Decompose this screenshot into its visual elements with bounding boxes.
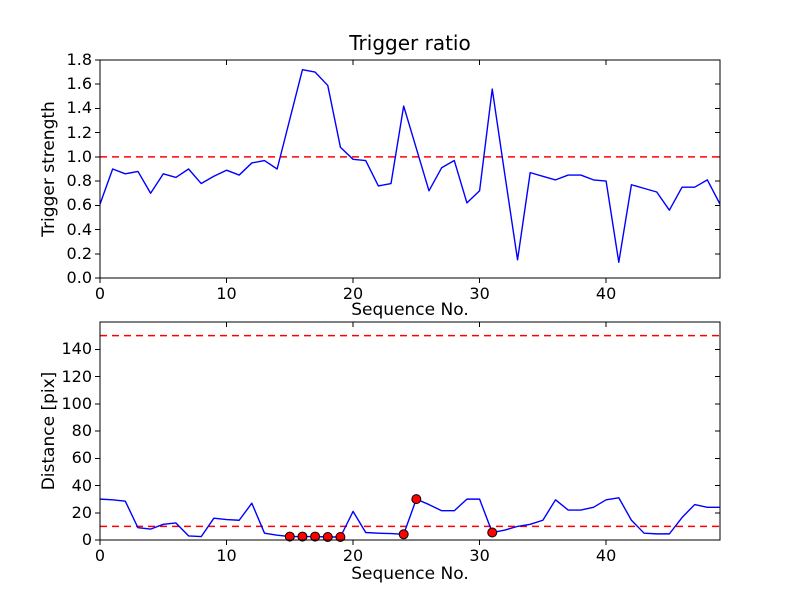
y-tick-label: 1.8 xyxy=(66,50,92,69)
y-tick-label: 0.0 xyxy=(66,268,92,287)
x-tick-label: 20 xyxy=(342,284,364,303)
x-tick-label: 40 xyxy=(595,284,617,303)
x-tick-label: 20 xyxy=(342,546,364,565)
y-tick-label: 0.4 xyxy=(66,219,92,239)
data-line xyxy=(99,497,720,538)
event-marker-dot xyxy=(398,529,409,540)
event-marker-dot xyxy=(284,531,295,542)
y-tick-label: 0.8 xyxy=(66,171,92,191)
top-y-axis-label: Trigger strength xyxy=(39,101,59,237)
x-tick-label: 0 xyxy=(94,284,106,303)
axes-frame xyxy=(99,59,721,279)
y-tick-label: 1.4 xyxy=(66,98,92,118)
x-tick-label: 10 xyxy=(216,546,237,565)
y-tick-label: 1.6 xyxy=(66,74,92,94)
y-tick-label: 1.0 xyxy=(66,146,92,166)
axes-frame xyxy=(99,321,721,541)
y-tick-label: 20 xyxy=(71,502,92,522)
x-tick-label: 40 xyxy=(595,546,617,565)
event-marker-dot xyxy=(335,532,346,542)
event-marker-dot xyxy=(487,527,498,538)
y-tick-label: 1.2 xyxy=(66,122,92,142)
x-tick-label: 0 xyxy=(94,546,106,565)
chart-title: Trigger ratio xyxy=(349,31,471,55)
x-tick-label: 30 xyxy=(469,546,490,565)
y-tick-label: 100 xyxy=(61,393,92,413)
event-marker-dot xyxy=(322,532,333,542)
top-x-axis-label: Sequence No. xyxy=(351,300,469,320)
y-tick-label: 60 xyxy=(71,448,92,468)
data-line xyxy=(99,68,721,263)
x-tick-label: 10 xyxy=(216,284,237,303)
y-tick-label: 0.6 xyxy=(66,195,92,215)
event-marker-dot xyxy=(310,531,321,542)
x-tick-label: 30 xyxy=(469,284,490,303)
y-tick-label: 120 xyxy=(61,366,92,386)
y-tick-label: 0 xyxy=(81,530,92,549)
bottom-x-axis-label: Sequence No. xyxy=(351,564,469,584)
y-tick-label: 0.2 xyxy=(66,243,92,263)
y-tick-label: 40 xyxy=(71,475,92,495)
event-marker-dot xyxy=(411,494,422,505)
y-tick-label: 80 xyxy=(71,421,92,440)
y-tick-label: 140 xyxy=(61,339,92,359)
event-marker-dot xyxy=(297,531,308,542)
